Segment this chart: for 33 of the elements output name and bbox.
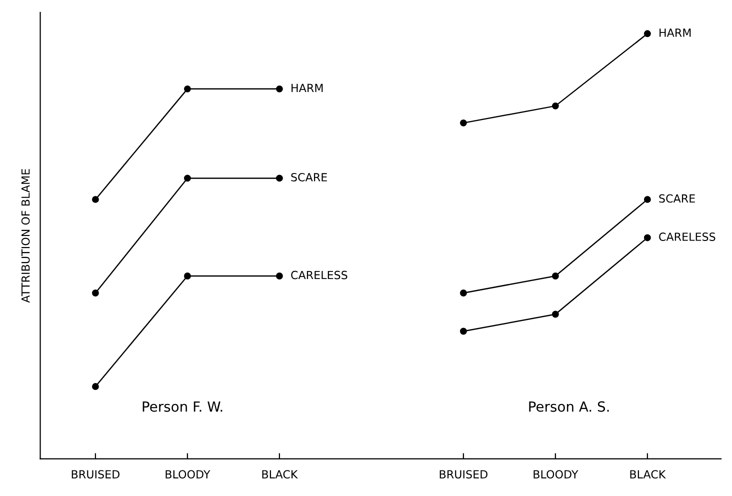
- annotation: Person A. S.: [529, 401, 609, 412]
- x-tick-label: BRUISED: [440, 470, 488, 479]
- point: [184, 85, 191, 92]
- point: [644, 30, 651, 38]
- point: [644, 234, 651, 242]
- point: [92, 290, 99, 296]
- point: [552, 102, 559, 110]
- point: [460, 119, 467, 126]
- point: [460, 290, 467, 296]
- text: HARM: [292, 84, 323, 92]
- point: [276, 174, 283, 182]
- point: [276, 272, 283, 280]
- point: [460, 328, 467, 335]
- text: SCARE: [291, 173, 327, 182]
- x-tick-label: BLOODY: [166, 470, 210, 479]
- x-tick-label: BLOODY: [534, 470, 578, 479]
- series-label: CARELESS: [659, 232, 716, 241]
- point: [92, 196, 99, 203]
- x-tick-label: BLACK: [630, 470, 666, 479]
- annotation: Person F. W.: [142, 401, 222, 412]
- point: [552, 310, 559, 318]
- series-label: HARM: [660, 28, 691, 37]
- point: [92, 383, 99, 390]
- x-tick-label: BLACK: [262, 470, 298, 479]
- point: [184, 272, 191, 280]
- x-tick-label: BRUISED: [72, 470, 120, 479]
- point: [644, 196, 651, 203]
- point: [184, 174, 191, 182]
- point: [276, 85, 283, 92]
- text: CARELESS: [291, 270, 348, 280]
- point: [552, 272, 559, 280]
- series-label: SCARE: [659, 194, 695, 203]
- y-axis-title: ATTRIBUTION OF BLAME: [21, 169, 30, 303]
